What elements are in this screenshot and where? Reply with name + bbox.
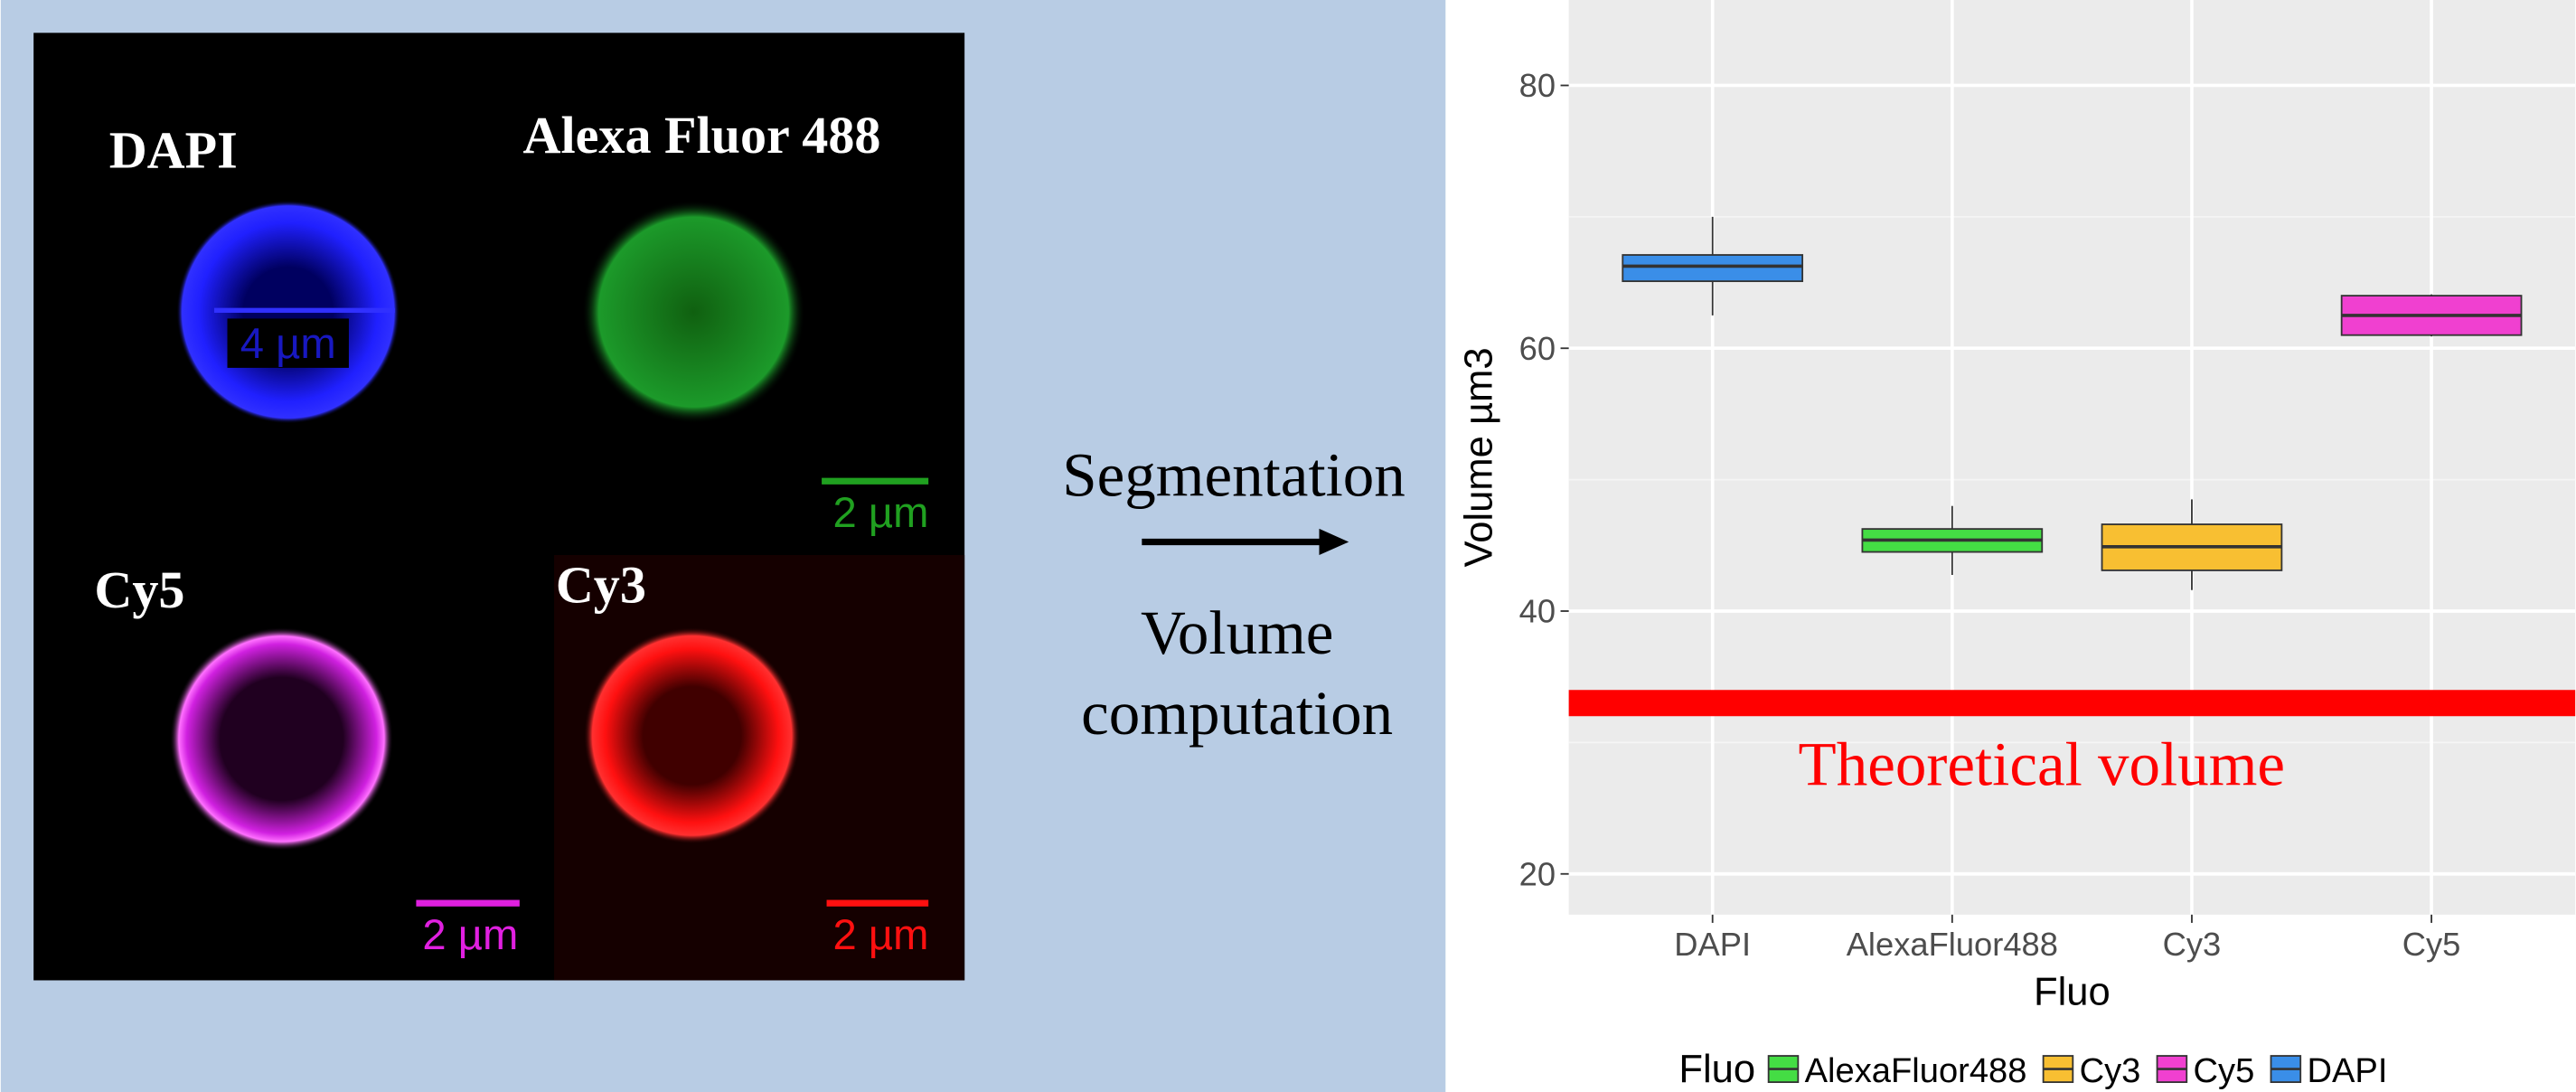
y-tick-label: 40 <box>1519 593 1556 630</box>
cy5-cell <box>170 627 393 851</box>
y-axis-title: Volume µm3 <box>1457 347 1500 567</box>
y-tick-label: 20 <box>1519 855 1556 892</box>
figure: 4 µm 2 µm 2 µm 2 µm DAPI Alexa Fluor 488… <box>0 0 2576 1092</box>
legend-label: Cy5 <box>2194 1051 2255 1090</box>
legend-label: Cy3 <box>2080 1051 2141 1090</box>
x-tick-label: DAPI <box>1674 926 1751 963</box>
x-tick-label: Cy5 <box>2402 926 2461 963</box>
y-tick-label: 80 <box>1519 67 1556 104</box>
scale-label: 2 µm <box>422 911 518 959</box>
scale-label: 2 µm <box>833 489 929 537</box>
reference-label: Theoretical volume <box>1799 729 2285 798</box>
alexa-cell <box>582 201 805 424</box>
cy3-cell <box>584 627 801 844</box>
scale-label: 2 µm <box>833 911 929 959</box>
x-tick-label: Cy3 <box>2163 926 2222 963</box>
legend-label: DAPI <box>2307 1051 2387 1090</box>
panel-label: Alexa Fluor 488 <box>522 106 880 165</box>
legend-label: AlexaFluor488 <box>1805 1051 2027 1090</box>
process-label: Volume <box>1141 598 1333 667</box>
scale-label: 4 µm <box>240 320 336 368</box>
process-label: Segmentation <box>1062 440 1406 510</box>
x-tick-label: AlexaFluor488 <box>1847 926 2058 963</box>
process-label: computation <box>1081 678 1393 748</box>
x-axis-title: Fluo <box>2034 971 2111 1014</box>
y-tick-label: 60 <box>1519 330 1556 367</box>
panel-label: DAPI <box>109 120 238 179</box>
page: 4 µm 2 µm 2 µm 2 µm DAPI Alexa Fluor 488… <box>0 0 2576 1092</box>
panel-label: Cy5 <box>94 560 184 619</box>
box <box>1622 255 1802 281</box>
legend-title: Fluo <box>1678 1048 1755 1091</box>
panel-label: Cy3 <box>556 556 646 615</box>
